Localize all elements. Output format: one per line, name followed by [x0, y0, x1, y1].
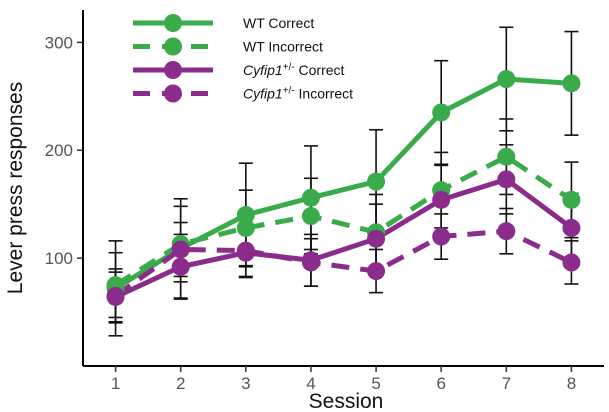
- data-point: [301, 253, 320, 272]
- data-point: [236, 218, 255, 237]
- x-tick-label: 3: [241, 374, 250, 393]
- data-point: [367, 172, 386, 191]
- legend-label-part: Incorrect: [295, 86, 353, 102]
- y-axis-label: Lever press responses: [4, 82, 27, 294]
- legend-label-part: WT Incorrect: [243, 39, 323, 55]
- legend-label: Cyfip1+/- Incorrect: [243, 85, 353, 102]
- series-line: [114, 154, 573, 288]
- x-tick-label: 8: [567, 374, 576, 393]
- series-lines: [114, 76, 573, 300]
- data-point: [301, 188, 320, 207]
- data-point: [106, 286, 125, 305]
- legend-swatch-marker: [164, 61, 182, 79]
- legend-label-part: Correct: [295, 62, 345, 78]
- legend-label-part: +/-: [283, 62, 295, 73]
- data-point: [367, 229, 386, 248]
- data-point: [562, 190, 581, 209]
- data-point: [497, 222, 516, 241]
- data-point: [497, 70, 516, 89]
- series-points: [106, 70, 581, 306]
- data-point: [367, 262, 386, 281]
- x-tick-label: 6: [436, 374, 445, 393]
- data-point: [497, 147, 516, 166]
- series-line: [114, 176, 573, 300]
- data-point: [236, 205, 255, 224]
- legend-label-part: +/-: [283, 85, 295, 96]
- data-point: [562, 218, 581, 237]
- x-tick-label: 7: [502, 374, 511, 393]
- data-point: [562, 253, 581, 272]
- y-tick-label: 200: [45, 141, 73, 160]
- x-tick-label: 5: [371, 374, 380, 393]
- legend-label-part: Cyfip1: [243, 86, 283, 102]
- legend-swatch-marker: [164, 84, 182, 103]
- data-point: [432, 103, 451, 122]
- x-tick-label: 1: [111, 374, 120, 393]
- legend-swatch-marker: [164, 37, 182, 56]
- x-axis-label: Session: [309, 390, 384, 412]
- data-point: [432, 227, 451, 246]
- x-tick-label: 2: [176, 374, 185, 393]
- series-line: [114, 228, 573, 298]
- legend-label: WT Correct: [243, 15, 314, 31]
- data-point: [171, 257, 190, 276]
- data-point: [236, 241, 255, 260]
- legend-swatch-marker: [164, 14, 182, 32]
- data-point: [301, 207, 320, 226]
- axes: 1 2 3 4 5 6 7 8 100 200 300: [45, 10, 604, 393]
- data-point: [171, 240, 190, 259]
- legend-label: Cyfip1+/- Correct: [243, 62, 345, 79]
- y-tick-label: 300: [45, 33, 73, 52]
- legend-label: WT Incorrect: [243, 39, 323, 55]
- x-tick-label: 4: [306, 374, 315, 393]
- legend-label-part: WT Correct: [243, 15, 314, 31]
- y-tick-label: 100: [45, 249, 73, 268]
- data-point: [562, 74, 581, 93]
- legend-label-part: Cyfip1: [243, 62, 283, 78]
- data-point: [497, 170, 516, 189]
- data-point: [432, 190, 451, 209]
